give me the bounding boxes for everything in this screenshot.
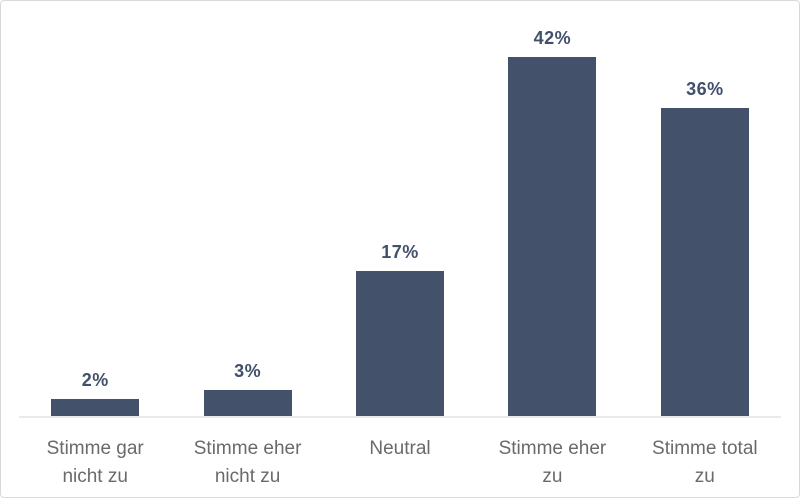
bar-value-label: 3% xyxy=(234,361,262,381)
category-label-line: nicht zu xyxy=(62,466,128,487)
category-label-line: Stimme gar xyxy=(46,438,144,459)
plot-area: 2% 3% 17% 42% 36% xyxy=(19,1,781,418)
bar-column: 42% xyxy=(476,1,628,416)
category-label: Stimme gar nicht zu xyxy=(19,435,171,491)
bar-value-label: 42% xyxy=(533,28,572,48)
category-label-line: zu xyxy=(694,466,715,487)
bar xyxy=(203,390,292,416)
bar-value-label: 2% xyxy=(81,370,109,390)
bar xyxy=(51,399,140,416)
bar-column: 3% xyxy=(171,1,323,416)
bar-column: 17% xyxy=(324,1,476,416)
category-label: Stimme eher nicht zu xyxy=(171,435,323,491)
category-label-line: Neutral xyxy=(369,438,431,459)
category-label-line: Stimme eher xyxy=(498,438,607,459)
bar xyxy=(660,108,749,416)
bar xyxy=(508,57,597,416)
category-label-line: Stimme eher xyxy=(193,438,302,459)
category-label-line: Stimme total xyxy=(652,438,758,459)
bar-value-label: 17% xyxy=(381,242,419,262)
category-labels-row: Stimme gar nicht zu Stimme eher nicht zu Neu… xyxy=(19,435,781,491)
category-label-line: nicht zu xyxy=(214,466,281,487)
bar-value-label: 36% xyxy=(686,79,724,99)
category-label-line: zu xyxy=(542,466,563,487)
category-label: Neutral xyxy=(324,435,476,491)
bar-column: 2% xyxy=(19,1,171,416)
bar-column: 36% xyxy=(629,1,781,416)
category-label: Stimme eher zu xyxy=(476,435,628,491)
category-label: Stimme total zu xyxy=(629,435,781,491)
bars-container: 2% 3% 17% 42% 36% xyxy=(19,1,781,416)
bar xyxy=(356,271,445,416)
